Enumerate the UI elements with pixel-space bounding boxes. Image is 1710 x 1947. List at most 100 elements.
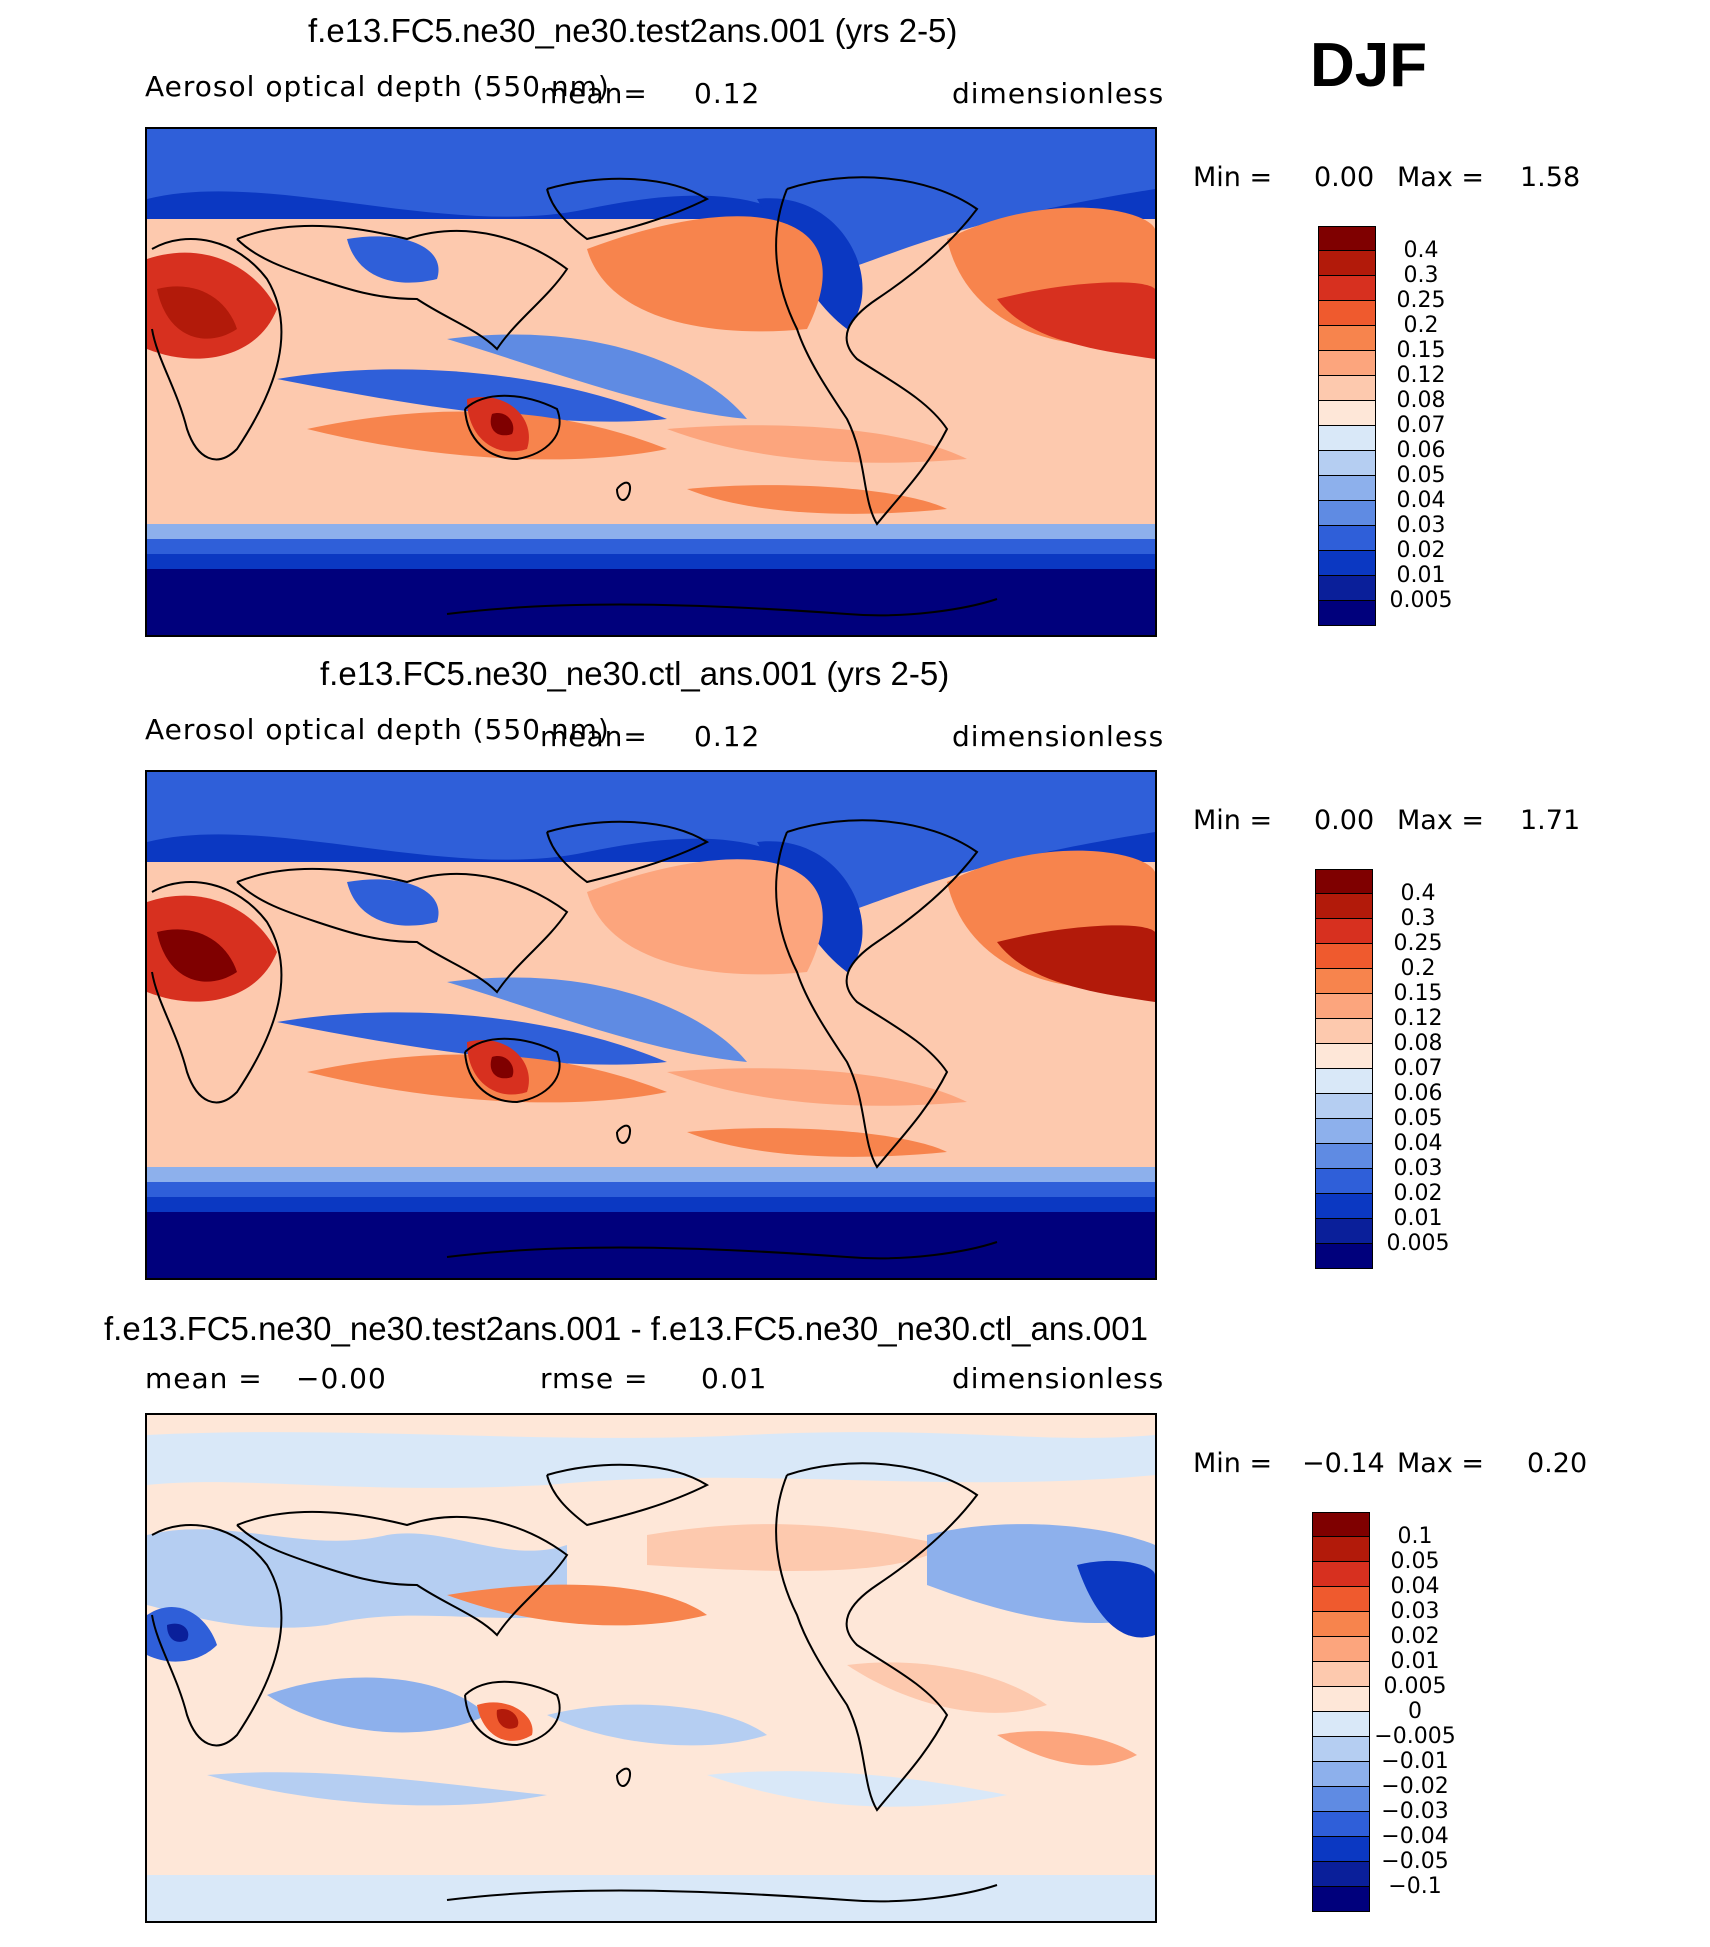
panel3-units: dimensionless: [952, 1362, 1165, 1395]
colorbar-tick-label: 0.05: [1396, 463, 1446, 488]
colorbar-tick-label: 0.3: [1403, 263, 1439, 288]
colorbar-swatch: [1312, 1712, 1370, 1737]
colorbar-tick-label: 0.08: [1393, 1031, 1443, 1056]
colorbar-tick-label: 0.4: [1403, 238, 1439, 263]
colorbar-tick-label: 0.12: [1396, 363, 1446, 388]
colorbar-tick-label: 0.25: [1393, 931, 1443, 956]
panel2-max-value: 1.71: [1520, 805, 1581, 836]
panel1-colorbar: [1318, 226, 1376, 626]
colorbar-tick-label: 0.01: [1390, 1649, 1440, 1674]
colorbar-swatch: [1315, 1094, 1373, 1119]
panel1-units: dimensionless: [952, 77, 1165, 110]
colorbar-swatch: [1318, 301, 1376, 326]
panel2-max-label: Max =: [1397, 805, 1485, 836]
colorbar-tick-label: 0.2: [1400, 956, 1436, 981]
colorbar-swatch: [1318, 326, 1376, 351]
colorbar-swatch: [1318, 351, 1376, 376]
colorbar-swatch: [1315, 969, 1373, 994]
colorbar-swatch: [1312, 1762, 1370, 1787]
colorbar-tick-label: 0.08: [1396, 388, 1446, 413]
panel1-mean-label: mean=: [540, 77, 648, 110]
colorbar-tick-label: 0.04: [1390, 1574, 1440, 1599]
colorbar-tick-label: 0.02: [1390, 1624, 1440, 1649]
panel2-units: dimensionless: [952, 720, 1165, 753]
colorbar-tick-label: −0.03: [1381, 1799, 1449, 1824]
colorbar-swatch: [1315, 894, 1373, 919]
panel2-title: f.e13.FC5.ne30_ne30.ctl_ans.001 (yrs 2-5…: [320, 655, 950, 692]
colorbar-tick-label: 0.03: [1396, 513, 1446, 538]
colorbar-swatch: [1312, 1512, 1370, 1537]
colorbar-tick-label: −0.01: [1381, 1749, 1449, 1774]
colorbar-tick-label: 0.05: [1393, 1106, 1443, 1131]
panel3-min-label: Min =: [1193, 1448, 1273, 1479]
colorbar-swatch: [1312, 1587, 1370, 1612]
colorbar-tick-label: 0.02: [1396, 538, 1446, 563]
colorbar-swatch: [1318, 451, 1376, 476]
panel1-title: f.e13.FC5.ne30_ne30.test2ans.001 (yrs 2-…: [308, 12, 958, 49]
panel1-variable: Aerosol optical depth (550 nm): [145, 70, 610, 103]
colorbar-swatch: [1315, 919, 1373, 944]
colorbar-swatch: [1312, 1537, 1370, 1562]
colorbar-swatch: [1315, 1194, 1373, 1219]
panel3-rmse-label: rmse =: [540, 1362, 649, 1395]
colorbar-swatch: [1312, 1612, 1370, 1637]
colorbar-swatch: [1312, 1687, 1370, 1712]
panel2-variable: Aerosol optical depth (550 nm): [145, 713, 610, 746]
colorbar-swatch: [1318, 476, 1376, 501]
colorbar-swatch: [1318, 401, 1376, 426]
colorbar-swatch: [1312, 1887, 1370, 1912]
colorbar-swatch: [1315, 1219, 1373, 1244]
panel3-mean-value: −0.00: [296, 1362, 387, 1395]
colorbar-tick-label: −0.005: [1374, 1724, 1456, 1749]
colorbar-tick-label: 0: [1408, 1699, 1422, 1724]
colorbar-tick-label: 0.15: [1396, 338, 1446, 363]
panel3-min-value: −0.14: [1302, 1448, 1385, 1479]
colorbar-tick-label: 0.1: [1397, 1524, 1433, 1549]
panel2-min-value: 0.00: [1314, 805, 1375, 836]
colorbar-tick-label: 0.04: [1393, 1131, 1443, 1156]
panel2-min-label: Min =: [1193, 805, 1273, 836]
colorbar-swatch: [1315, 1144, 1373, 1169]
panel3-rmse-value: 0.01: [701, 1362, 768, 1395]
panel3-map: [145, 1413, 1157, 1923]
colorbar-swatch: [1312, 1837, 1370, 1862]
panel2-map: [145, 770, 1157, 1280]
colorbar-swatch: [1312, 1737, 1370, 1762]
panel3-title: f.e13.FC5.ne30_ne30.test2ans.001 - f.e13…: [104, 1310, 1148, 1347]
colorbar-swatch: [1318, 376, 1376, 401]
colorbar-tick-label: 0.07: [1396, 413, 1446, 438]
colorbar-swatch: [1318, 251, 1376, 276]
colorbar-tick-label: 0.4: [1400, 881, 1436, 906]
panel2-colorbar: [1315, 869, 1373, 1269]
panel3-colorbar: [1312, 1512, 1370, 1912]
colorbar-tick-label: 0.02: [1393, 1181, 1443, 1206]
colorbar-swatch: [1318, 551, 1376, 576]
panel2-mean-value: 0.12: [694, 720, 761, 753]
colorbar-tick-label: −0.1: [1388, 1874, 1442, 1899]
panel3-max-label: Max =: [1397, 1448, 1485, 1479]
colorbar-tick-label: 0.01: [1396, 563, 1446, 588]
colorbar-swatch: [1315, 1044, 1373, 1069]
colorbar-swatch: [1312, 1787, 1370, 1812]
colorbar-swatch: [1318, 576, 1376, 601]
colorbar-tick-label: 0.15: [1393, 981, 1443, 1006]
colorbar-tick-label: 0.03: [1393, 1156, 1443, 1181]
colorbar-tick-label: 0.12: [1393, 1006, 1443, 1031]
colorbar-swatch: [1315, 1169, 1373, 1194]
colorbar-swatch: [1315, 1119, 1373, 1144]
panel1-min-value: 0.00: [1314, 162, 1375, 193]
colorbar-swatch: [1312, 1862, 1370, 1887]
colorbar-tick-label: −0.02: [1381, 1774, 1449, 1799]
colorbar-tick-label: −0.04: [1381, 1824, 1449, 1849]
colorbar-swatch: [1318, 526, 1376, 551]
colorbar-swatch: [1312, 1812, 1370, 1837]
colorbar-tick-label: 0.3: [1400, 906, 1436, 931]
colorbar-swatch: [1318, 276, 1376, 301]
panel3-mean-label: mean =: [145, 1362, 263, 1395]
colorbar-swatch: [1318, 501, 1376, 526]
panel1-map: [145, 127, 1157, 637]
colorbar-tick-label: 0.005: [1389, 588, 1453, 613]
season-label: DJF: [1310, 31, 1428, 100]
colorbar-swatch: [1318, 226, 1376, 251]
colorbar-swatch: [1312, 1662, 1370, 1687]
